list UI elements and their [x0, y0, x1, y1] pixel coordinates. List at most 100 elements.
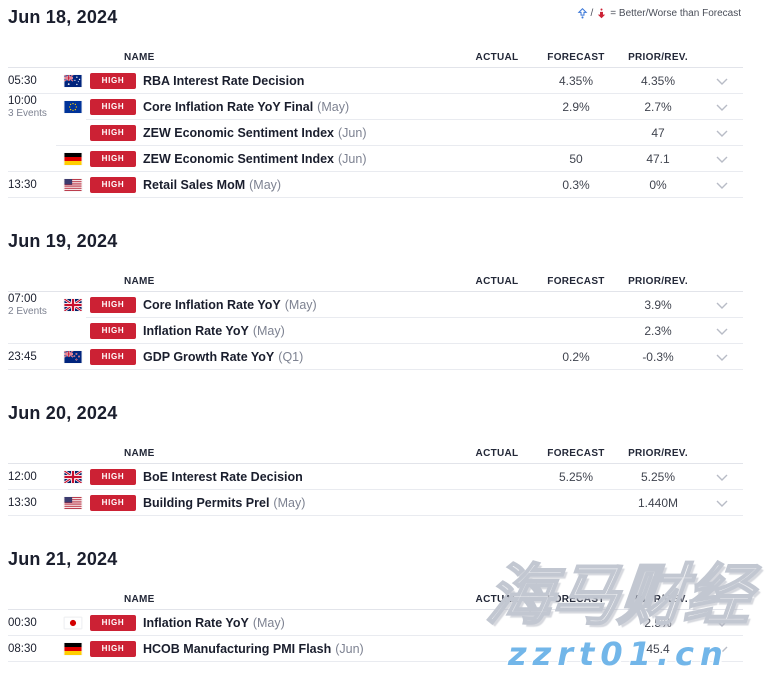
event-row[interactable]: 07:00 2 Events HIGH Core Inflation Rate … — [8, 292, 743, 318]
event-name: Retail Sales MoM — [143, 178, 246, 192]
event-row[interactable]: HIGH ZEW Economic Sentiment Index (Jun) … — [8, 120, 743, 146]
column-header-prior: PRIOR/REV. — [628, 594, 688, 605]
event-name: Core Inflation Rate YoY Final — [143, 100, 314, 114]
event-period: (May) — [252, 324, 285, 338]
column-header-forecast: FORECAST — [547, 52, 605, 63]
event-row[interactable]: 08:30 HIGH HCOB Manufacturing PMI Flash … — [8, 636, 743, 662]
column-header-actual: ACTUAL — [475, 52, 519, 63]
event-row[interactable]: HIGH Inflation Rate YoY (May) 2.3% — [8, 318, 743, 344]
expand-chevron-icon[interactable] — [701, 328, 743, 335]
united-kingdom-flag-icon — [64, 299, 82, 311]
table-header: NAME ACTUAL FORECAST PRIOR/REV. — [8, 28, 743, 68]
forecast-value: 0.3% — [562, 178, 590, 192]
forecast-value: 50 — [569, 152, 583, 166]
event-row[interactable]: 13:30 HIGH Building Permits Prel (May) 1… — [8, 490, 743, 516]
event-row[interactable]: 05:30 HIGH RBA Interest Rate Decision 4.… — [8, 68, 743, 94]
expand-chevron-icon[interactable] — [701, 500, 743, 507]
importance-high-badge: HIGH — [90, 469, 136, 485]
united-kingdom-flag-icon — [64, 471, 82, 483]
event-name: HCOB Manufacturing PMI Flash — [143, 642, 332, 656]
prior-value: 0% — [649, 178, 667, 192]
importance-high-badge: HIGH — [90, 125, 136, 141]
expand-chevron-icon[interactable] — [701, 78, 743, 85]
prior-value: 3.9% — [644, 298, 672, 312]
event-row[interactable]: 13:30 HIGH Retail Sales MoM (May) 0.3% 0… — [8, 172, 743, 198]
prior-value: 4.35% — [640, 74, 676, 88]
column-header-name: NAME — [124, 448, 155, 459]
event-time: 23:45 — [8, 351, 37, 363]
germany-flag-icon — [64, 153, 82, 165]
day-section-jun-18: Jun 18, 2024 NAME ACTUAL FORECAST PRIOR/… — [8, 6, 743, 198]
event-time: 05:30 — [8, 75, 37, 87]
event-period: (May) — [317, 100, 350, 114]
importance-high-badge: HIGH — [90, 615, 136, 631]
event-row[interactable]: 23:45 HIGH GDP Growth Rate YoY (Q1) 0.2%… — [8, 344, 743, 370]
event-name: Inflation Rate YoY — [143, 324, 249, 338]
column-header-prior: PRIOR/REV. — [628, 448, 688, 459]
importance-high-badge: HIGH — [90, 297, 136, 313]
prior-value: 5.25% — [640, 470, 676, 484]
forecast-value: 0.2% — [562, 350, 590, 364]
column-header-actual: ACTUAL — [475, 594, 519, 605]
european-union-flag-icon — [64, 101, 82, 113]
column-header-forecast: FORECAST — [547, 276, 605, 287]
forecast-value: 4.35% — [558, 74, 594, 88]
germany-flag-icon — [64, 643, 82, 655]
event-row[interactable]: 00:30 HIGH Inflation Rate YoY (May) 2.5% — [8, 610, 743, 636]
day-section-jun-20: Jun 20, 2024 NAME ACTUAL FORECAST PRIOR/… — [8, 402, 743, 516]
expand-chevron-icon[interactable] — [701, 130, 743, 137]
column-header-name: NAME — [124, 52, 155, 63]
column-header-prior: PRIOR/REV. — [628, 52, 688, 63]
event-time: 00:30 — [8, 617, 37, 629]
event-name: Core Inflation Rate YoY — [143, 298, 281, 312]
event-row[interactable]: 10:00 3 Events HIGH Core Inflation Rate … — [8, 94, 743, 120]
event-period: (Q1) — [278, 350, 304, 364]
importance-high-badge: HIGH — [90, 323, 136, 339]
australia-flag-icon — [64, 75, 82, 87]
importance-high-badge: HIGH — [90, 177, 136, 193]
legend-separator: / — [590, 8, 594, 19]
event-time: 10:00 — [8, 95, 37, 107]
event-name: RBA Interest Rate Decision — [143, 74, 305, 88]
event-period: (May) — [249, 178, 282, 192]
expand-chevron-icon[interactable] — [701, 620, 743, 627]
expand-chevron-icon[interactable] — [701, 474, 743, 481]
event-period: (Jun) — [338, 152, 367, 166]
prior-value: 2.7% — [644, 100, 672, 114]
forecast-value: 2.9% — [562, 100, 590, 114]
expand-chevron-icon[interactable] — [701, 182, 743, 189]
event-period: (May) — [252, 616, 285, 630]
column-header-name: NAME — [124, 276, 155, 287]
expand-chevron-icon[interactable] — [701, 646, 743, 653]
better-worse-legend: / = Better/Worse than Forecast — [577, 8, 741, 19]
day-section-jun-21: Jun 21, 2024 NAME ACTUAL FORECAST PRIOR/… — [8, 548, 743, 662]
expand-chevron-icon[interactable] — [701, 354, 743, 361]
expand-chevron-icon[interactable] — [701, 104, 743, 111]
prior-value: 47.1 — [646, 152, 670, 166]
table-header: NAME ACTUAL FORECAST PRIOR/REV. — [8, 252, 743, 292]
column-header-forecast: FORECAST — [547, 594, 605, 605]
date-heading: Jun 20, 2024 — [8, 403, 118, 423]
importance-high-badge: HIGH — [90, 495, 136, 511]
event-row[interactable]: 12:00 HIGH BoE Interest Rate Decision 5.… — [8, 464, 743, 490]
event-time: 12:00 — [8, 471, 37, 483]
economic-calendar: Jun 18, 2024 NAME ACTUAL FORECAST PRIOR/… — [8, 6, 743, 662]
event-period: (May) — [284, 298, 317, 312]
column-header-actual: ACTUAL — [475, 448, 519, 459]
column-header-prior: PRIOR/REV. — [628, 276, 688, 287]
prior-value: 2.5% — [644, 616, 672, 630]
forecast-value: 5.25% — [558, 470, 594, 484]
event-time: 13:30 — [8, 179, 37, 191]
table-header: NAME ACTUAL FORECAST PRIOR/REV. — [8, 570, 743, 610]
importance-high-badge: HIGH — [90, 73, 136, 89]
column-header-name: NAME — [124, 594, 155, 605]
date-heading: Jun 19, 2024 — [8, 231, 118, 251]
expand-chevron-icon[interactable] — [701, 302, 743, 309]
prior-value: 2.3% — [644, 324, 672, 338]
event-row[interactable]: HIGH ZEW Economic Sentiment Index (Jun) … — [8, 146, 743, 172]
expand-chevron-icon[interactable] — [701, 156, 743, 163]
importance-high-badge: HIGH — [90, 99, 136, 115]
column-header-actual: ACTUAL — [475, 276, 519, 287]
prior-value: 47 — [651, 126, 665, 140]
legend-text: = Better/Worse than Forecast — [610, 8, 741, 19]
